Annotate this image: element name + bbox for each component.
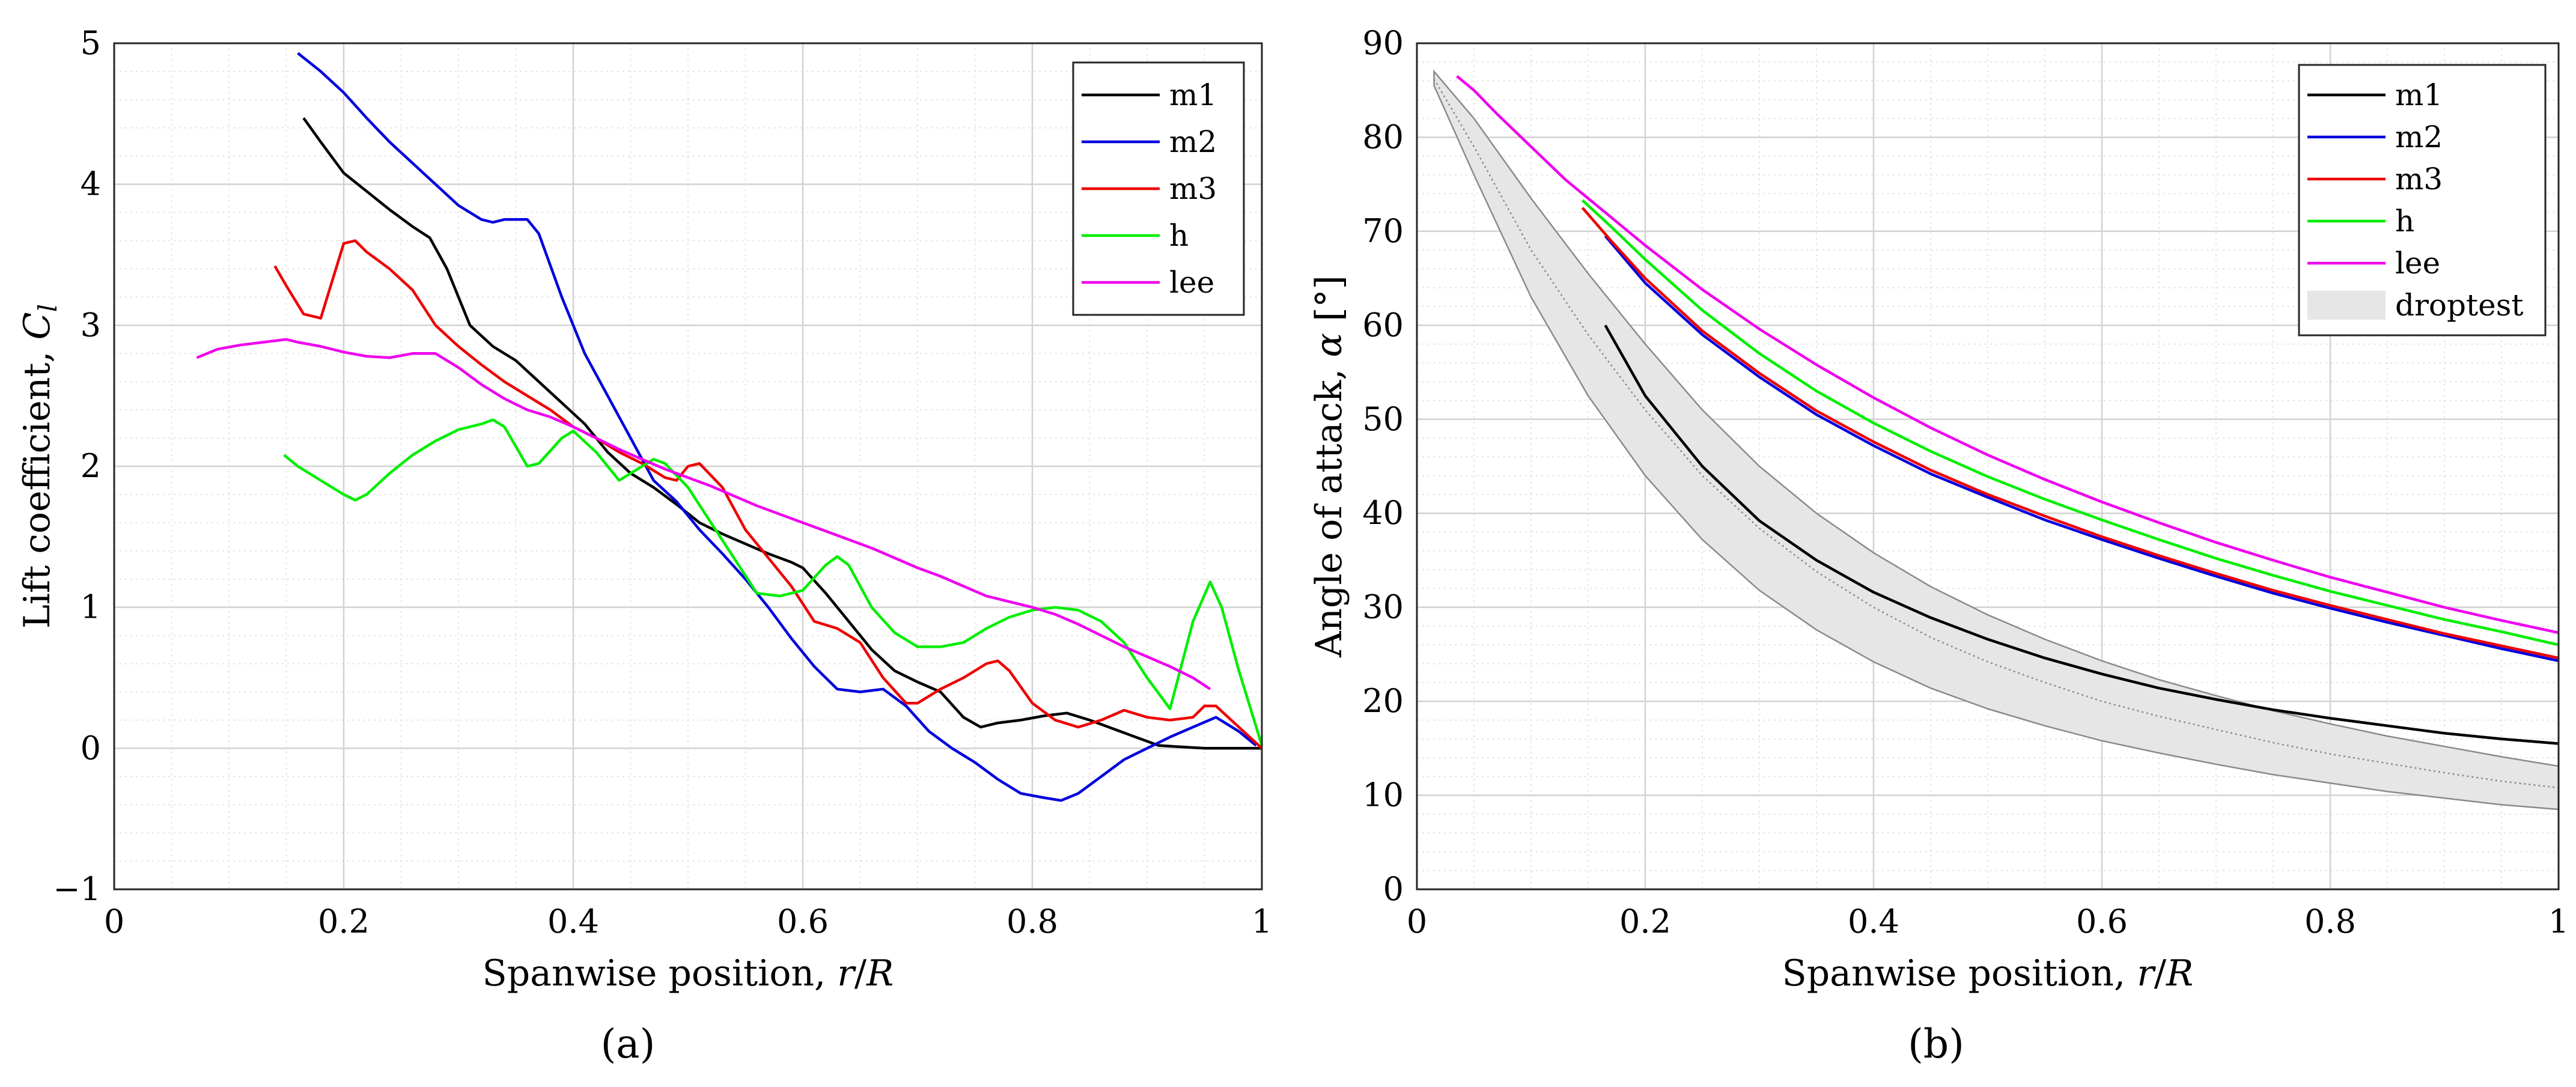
legend-label-m1: m1 bbox=[1169, 78, 1217, 112]
series-line-m3 bbox=[1581, 207, 2559, 660]
x-tick-label: 0.8 bbox=[1006, 903, 1058, 940]
x-tick-label: 1 bbox=[1252, 903, 1272, 940]
series-line-h bbox=[283, 418, 1264, 746]
x-tick-label: 1 bbox=[2548, 903, 2569, 940]
panel-a-legend: m1 m2 m3 h lee bbox=[1072, 61, 1245, 316]
x-tick-label: 0 bbox=[1407, 903, 1427, 940]
x-tick-label: 0.6 bbox=[2076, 903, 2128, 940]
series-line-m3 bbox=[273, 239, 1263, 749]
y-tick-label: 80 bbox=[1362, 118, 1404, 156]
legend-label-h: h bbox=[2395, 204, 2414, 239]
x-tick-label: 0.8 bbox=[2304, 903, 2356, 940]
y-tick-label: 20 bbox=[1362, 682, 1404, 720]
panel-a-ylabel: Lift coefficient, Cl bbox=[16, 304, 62, 629]
y-tick-label: 90 bbox=[1362, 24, 1404, 62]
legend-label-m3: m3 bbox=[2395, 162, 2443, 196]
y-tick-label: 0 bbox=[1383, 870, 1404, 908]
panel-a-lines bbox=[196, 52, 1264, 802]
y-tick-label: 10 bbox=[1362, 776, 1404, 814]
panel-b-axes-box bbox=[1416, 42, 2560, 891]
series-line-h bbox=[1581, 199, 2559, 647]
y-tick-label: 0 bbox=[81, 729, 101, 767]
legend-label-m2: m2 bbox=[2395, 120, 2443, 154]
x-tick-label: 0.2 bbox=[1619, 903, 1671, 940]
y-tick-label: 70 bbox=[1362, 212, 1404, 250]
x-tick-label: 0.4 bbox=[1848, 903, 1899, 940]
panel-a-label: (a) bbox=[601, 1021, 656, 1067]
y-tick-label: 40 bbox=[1362, 494, 1404, 532]
y-tick-label: 30 bbox=[1362, 588, 1404, 626]
panel-b-legend: m1 m2 m3 h lee droptest bbox=[2298, 64, 2547, 336]
y-tick-label: 4 bbox=[81, 165, 101, 203]
y-tick-label: 1 bbox=[81, 588, 101, 626]
y-tick-label: 5 bbox=[81, 24, 101, 62]
y-tick-label: 3 bbox=[81, 306, 101, 344]
panel-a-xlabel: Spanwise position, r/R bbox=[483, 952, 894, 994]
legend-label-m2: m2 bbox=[1169, 124, 1217, 159]
legend-box bbox=[2298, 64, 2547, 336]
y-tick-label: 60 bbox=[1362, 306, 1404, 344]
legend-label-lee: lee bbox=[1169, 265, 1214, 300]
legend-label-h: h bbox=[1169, 218, 1189, 253]
legend-label-m3: m3 bbox=[1169, 171, 1217, 206]
series-line-m1 bbox=[1604, 324, 2559, 745]
panel-a-grid bbox=[113, 42, 1263, 891]
series-band-center-droptest bbox=[1433, 78, 2559, 789]
y-tick-label: 50 bbox=[1362, 400, 1404, 438]
series-line-m2 bbox=[1604, 235, 2559, 663]
legend-label-lee: lee bbox=[2395, 246, 2440, 281]
legend-swatch-droptest bbox=[2307, 291, 2386, 320]
legend-label-droptest: droptest bbox=[2395, 288, 2523, 323]
series-line-lee bbox=[196, 338, 1211, 690]
panel-b-label: (b) bbox=[1908, 1021, 1964, 1067]
y-tick-label: 2 bbox=[81, 447, 101, 485]
series-line-lee bbox=[1456, 75, 2559, 635]
y-tick-label: −1 bbox=[53, 870, 101, 908]
x-tick-label: 0.4 bbox=[547, 903, 599, 940]
legend-label-m1: m1 bbox=[2395, 78, 2443, 112]
panel-b-lines bbox=[1456, 75, 2559, 745]
panel-b-xlabel: Spanwise position, r/R bbox=[1782, 952, 2194, 994]
x-tick-label: 0.6 bbox=[777, 903, 829, 940]
x-tick-label: 0.2 bbox=[318, 903, 370, 940]
series-line-m1 bbox=[302, 117, 1262, 750]
panel-a-axes-box bbox=[113, 42, 1263, 891]
x-tick-label: 0 bbox=[104, 903, 124, 940]
panel-b-ylabel: Angle of attack, α [°] bbox=[1308, 275, 1350, 658]
